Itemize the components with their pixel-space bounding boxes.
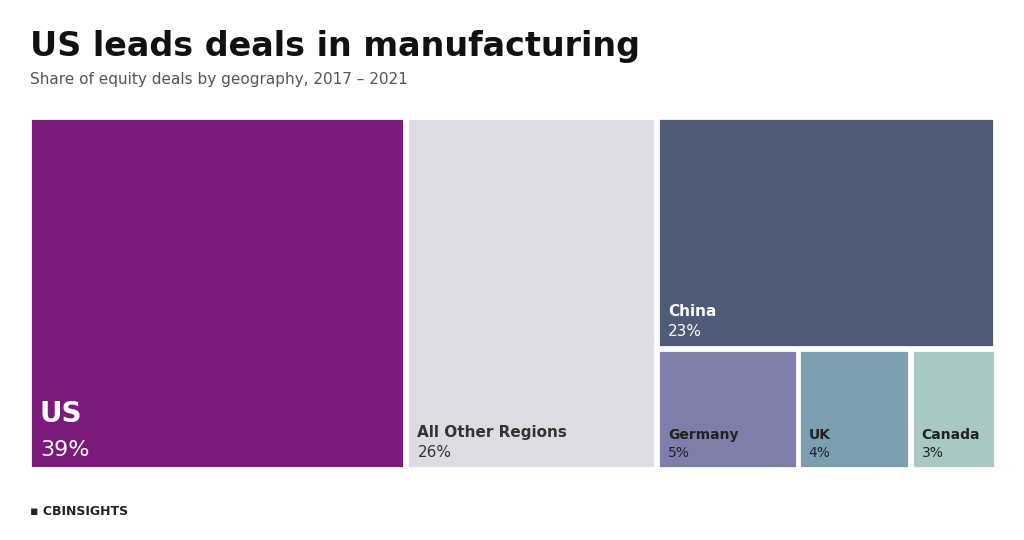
Bar [911, 349, 994, 468]
Bar [799, 349, 909, 468]
Text: Canada: Canada [922, 428, 980, 442]
Text: UK: UK [809, 428, 830, 442]
Text: Germany: Germany [668, 428, 738, 442]
Bar [658, 349, 797, 468]
Bar [30, 118, 404, 468]
Text: 39%: 39% [40, 440, 89, 460]
Text: ▪ CBINSIGHTS: ▪ CBINSIGHTS [30, 505, 128, 518]
Text: China: China [668, 303, 717, 319]
Text: Share of equity deals by geography, 2017 – 2021: Share of equity deals by geography, 2017… [30, 72, 408, 87]
Text: 4%: 4% [809, 446, 830, 460]
Text: US: US [40, 400, 83, 428]
Text: US leads deals in manufacturing: US leads deals in manufacturing [30, 30, 640, 63]
Text: 23%: 23% [668, 323, 702, 339]
Text: All Other Regions: All Other Regions [418, 425, 567, 440]
Text: 26%: 26% [418, 445, 452, 460]
Text: 5%: 5% [668, 446, 690, 460]
Text: 3%: 3% [922, 446, 943, 460]
Bar [408, 118, 655, 468]
Bar [658, 118, 994, 347]
